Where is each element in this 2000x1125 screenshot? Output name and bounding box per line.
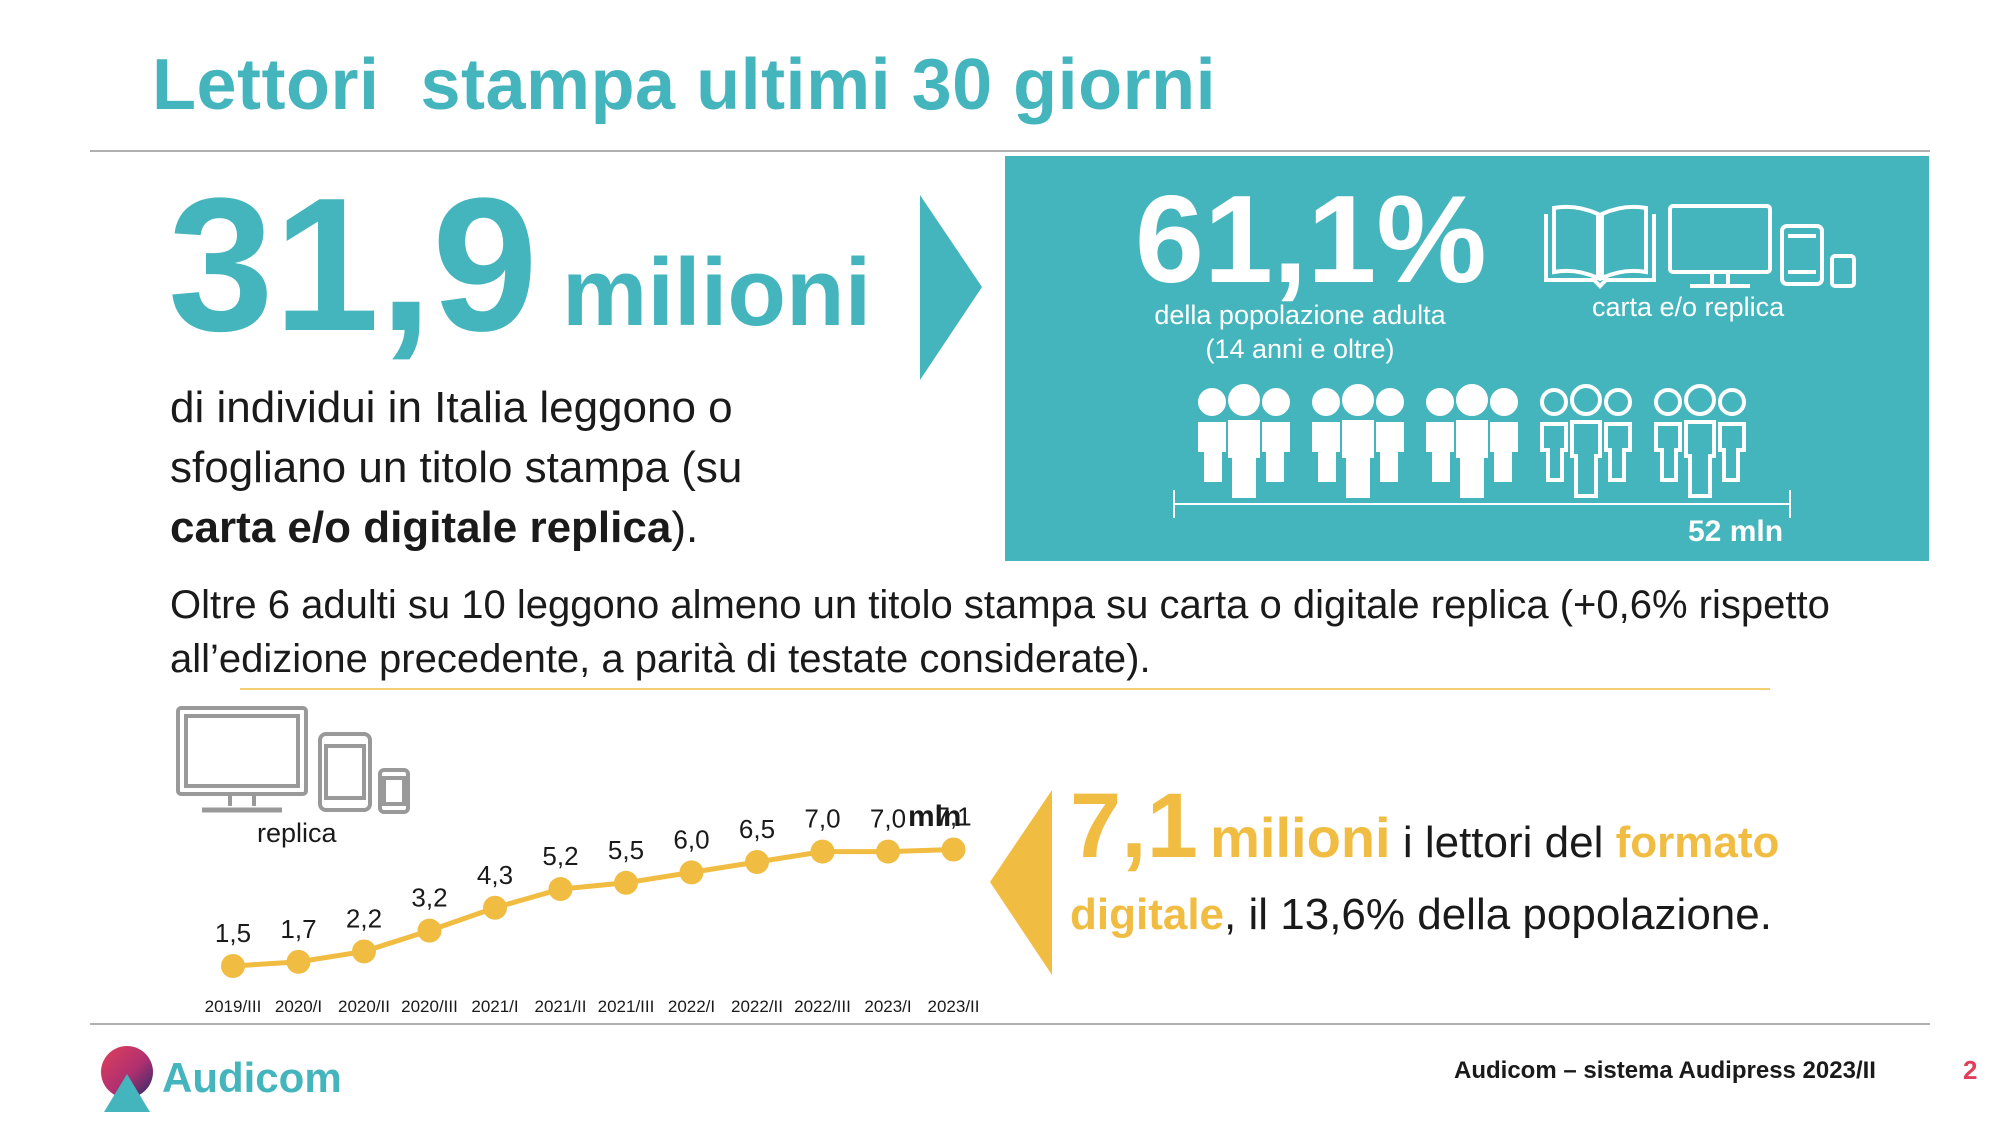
footer-divider	[90, 1023, 1930, 1025]
tick-label-5: 2021/I	[471, 997, 518, 1016]
replica-label: replica	[257, 818, 337, 848]
tick-label-2: 2020/I	[275, 997, 322, 1016]
tick-label-4: 2020/III	[401, 997, 458, 1016]
tick-label-10: 2022/III	[794, 997, 851, 1016]
readers-description: di individui in Italia leggono o sfoglia…	[170, 378, 890, 558]
tablet-icon	[1780, 224, 1824, 286]
population-percent-caption: della popolazione adulta (14 anni e oltr…	[1140, 298, 1460, 366]
tick-label-3: 2020/II	[338, 997, 390, 1016]
gold-arrow-icon	[990, 790, 1052, 975]
audicom-brand: Audicom	[162, 1054, 342, 1101]
readers-unit: milioni	[562, 239, 872, 346]
chart-line-layer	[232, 847, 954, 969]
person-group-outline-1	[1540, 384, 1632, 498]
footer-source: Audicom – sistema Audipress 2023/II	[1454, 1057, 1876, 1084]
tick-label-8: 2022/I	[668, 997, 715, 1016]
data-point-5	[483, 895, 507, 920]
desc-line-1: di individui in Italia leggono o	[170, 383, 733, 432]
digital-readers-unit: milioni	[1210, 806, 1391, 869]
data-label-5: 4,3	[477, 860, 513, 890]
digital-readers-count: 7,1	[1070, 775, 1198, 877]
page-title: Lettori stampa ultimi 30 giorni	[152, 45, 1217, 125]
devices-label: carta e/o replica	[1592, 292, 1785, 322]
replica-devices-icons	[176, 706, 410, 814]
series-line	[232, 847, 954, 969]
teal-arrow-icon	[920, 195, 982, 380]
tick-label-7: 2021/III	[598, 997, 655, 1016]
digital-text-2: , il 13,6% della popolazione.	[1224, 890, 1772, 939]
replica-tablet-icon	[318, 732, 372, 812]
replica-phone-icon	[378, 768, 410, 814]
summary-paragraph: Oltre 6 adulti su 10 leggono almeno un t…	[170, 583, 1830, 681]
data-label-4: 3,2	[411, 883, 447, 913]
data-point-4	[417, 918, 442, 943]
title-divider	[90, 150, 1930, 152]
audicom-logo-icon	[101, 1046, 153, 1112]
data-label-3: 2,2	[346, 903, 382, 933]
chart-data-labels-layer: 1,5 1,7 2,2 3,2 4,3 5,2 5,5 6,0 6,5 7,0 7,0 7,1	[215, 802, 972, 948]
tick-label-11: 2023/I	[864, 997, 911, 1016]
data-point-1	[221, 954, 245, 978]
person-group-filled-2	[1312, 384, 1404, 498]
digital-readers-statement: 7,1 milioni i lettori del formato digita…	[1070, 780, 1930, 951]
print-and-devices-icons	[1544, 204, 1856, 289]
data-point-10	[810, 839, 835, 864]
data-label-11: 7,0	[870, 804, 906, 834]
data-point-6	[548, 877, 573, 902]
data-point-11	[876, 839, 900, 864]
population-percent: 61,1%	[1135, 171, 1487, 309]
phone-icon	[1830, 254, 1856, 288]
book-icon	[1544, 204, 1656, 289]
data-label-2: 1,7	[280, 914, 316, 944]
data-label-8: 6,0	[673, 824, 709, 854]
data-label-6: 5,2	[542, 841, 578, 871]
desc-bold: carta e/o digitale replica	[170, 503, 672, 552]
digital-highlight-2: digitale	[1070, 890, 1225, 939]
population-bracket	[1173, 490, 1791, 518]
data-point-3	[352, 939, 376, 964]
monitor-icon	[1668, 204, 1772, 288]
page-number: 2	[1963, 1055, 1978, 1085]
chart-unit-label: mln	[908, 800, 962, 833]
data-label-12: 7,1	[935, 802, 971, 832]
chart-points-layer	[221, 837, 966, 978]
data-point-7	[614, 870, 638, 895]
yellow-divider	[240, 688, 1770, 690]
digital-highlight-1: formato	[1615, 818, 1780, 867]
data-label-9: 6,5	[739, 814, 775, 844]
readers-count: 31,9	[168, 159, 538, 371]
desc-line-2: sfogliano un titolo stampa (su	[170, 443, 743, 492]
person-group-filled-3	[1426, 384, 1518, 498]
data-point-2	[286, 949, 311, 974]
digital-readers-chart: 1,5 1,7 2,2 3,2 4,3 5,2 5,5 6,0 6,5 7,0 7,0 7,1 201…	[205, 802, 980, 1016]
person-group-filled-1	[1198, 384, 1290, 498]
tick-label-9: 2022/II	[731, 997, 783, 1016]
replica-monitor-icon	[176, 706, 308, 796]
tick-label-1: 2019/III	[205, 997, 262, 1016]
data-point-8	[679, 860, 704, 885]
tick-label-6: 2021/II	[535, 997, 587, 1016]
digital-text-1: i lettori del	[1390, 818, 1616, 867]
desc-tail: ).	[671, 503, 699, 552]
tick-label-12: 2023/II	[928, 997, 980, 1016]
data-label-10: 7,0	[804, 804, 840, 834]
data-point-12	[941, 837, 966, 862]
chart-tick-labels-layer: 2019/III 2020/I 2020/II 2020/III 2021/I 2021/…	[205, 997, 980, 1016]
data-label-7: 5,5	[608, 835, 644, 865]
person-group-outline-2	[1654, 384, 1746, 498]
percent-caption-line-1: della popolazione adulta	[1154, 300, 1446, 330]
data-label-1: 1,5	[215, 918, 251, 948]
data-point-9	[745, 850, 769, 874]
population-total-label: 52 mln	[1688, 515, 1784, 548]
percent-caption-line-2: (14 anni e oltre)	[1205, 334, 1395, 364]
